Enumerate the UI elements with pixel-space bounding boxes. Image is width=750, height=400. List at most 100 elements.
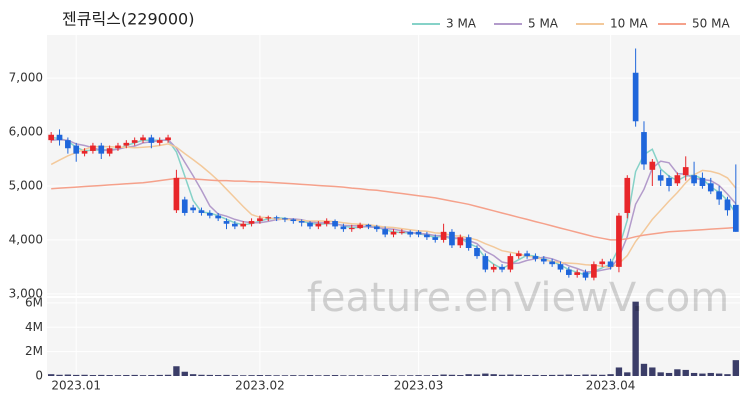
volume-bar (123, 375, 130, 376)
volume-bar (148, 375, 155, 376)
candle-body (123, 142, 130, 146)
volume-bar (432, 375, 439, 376)
volume-bar (624, 372, 631, 376)
volume-bar (273, 375, 280, 376)
volume-bar (507, 374, 514, 376)
y-tick-label: 4M (25, 320, 43, 334)
candle-body (215, 215, 222, 219)
volume-bar (565, 374, 573, 376)
volume-bar (574, 375, 581, 376)
candle-body (591, 264, 597, 278)
candle-body (173, 177, 180, 211)
candle-body (457, 237, 464, 246)
volume-bar (290, 375, 297, 376)
candle-body (691, 175, 697, 184)
volume-bar (599, 374, 606, 376)
volume-bar (407, 375, 414, 376)
volume-bar (465, 374, 472, 376)
volume-bar (540, 375, 547, 376)
candle-body (248, 221, 255, 224)
volume-bar (340, 375, 347, 376)
volume-bar (515, 374, 522, 376)
candle-body (582, 272, 589, 278)
candle-body (574, 272, 581, 275)
volume-bar (164, 374, 172, 376)
volume-bar (56, 374, 63, 376)
legend-label: 5 MA (528, 17, 559, 31)
legend-label: 10 MA (610, 17, 648, 31)
volume-bar (64, 374, 72, 376)
volume-bar (590, 374, 598, 376)
volume-bar (223, 374, 230, 376)
candle-body (298, 221, 305, 223)
candle-body (390, 231, 397, 235)
candle-body (315, 223, 322, 227)
candle-body (524, 253, 530, 257)
volume-bar (373, 375, 380, 376)
candle-body (307, 222, 313, 227)
candle-body (565, 269, 572, 275)
candle-body (424, 234, 430, 238)
volume-bar (674, 369, 681, 376)
volume-bar (523, 375, 531, 376)
volume-bar (331, 375, 339, 376)
volume-bar (89, 375, 97, 376)
volume-bar (315, 375, 322, 376)
volume-bar (498, 374, 506, 376)
candle-body (257, 218, 263, 222)
candle-body (65, 140, 71, 149)
candle-body (181, 199, 188, 213)
x-tick-label: 2023.04 (586, 379, 636, 393)
volume-bar (440, 374, 447, 376)
candle-body (607, 261, 614, 267)
candle-body (432, 237, 439, 240)
volume-bar (256, 375, 264, 376)
candle-body (290, 219, 297, 222)
legend-label: 50 MA (692, 17, 730, 31)
candle-body (98, 145, 105, 154)
volume-bar (156, 374, 163, 376)
x-tick-label: 2023.03 (394, 379, 444, 393)
candle-body (115, 145, 121, 149)
volume-panel (47, 298, 740, 376)
candle-body (449, 231, 455, 246)
volume-bar (348, 375, 355, 376)
volume-bar (548, 374, 556, 376)
candle-body (716, 191, 722, 200)
volume-bar (189, 374, 197, 376)
y-tick-label: 6,000 (9, 125, 43, 139)
candle-body (674, 175, 681, 184)
volume-bar (214, 375, 222, 376)
candle-body (666, 177, 672, 186)
volume-bar (699, 373, 706, 376)
volume-bar (557, 374, 564, 376)
volume-bar (715, 373, 723, 376)
candle-body (282, 218, 288, 220)
candle-body (240, 223, 247, 227)
y-tick-label: 4,000 (9, 232, 43, 246)
candle-body (499, 266, 505, 270)
y-tick-label: 6M (25, 295, 43, 309)
candle-body (140, 137, 146, 141)
candle-body (81, 150, 88, 154)
volume-bar (732, 360, 739, 376)
candle-body (641, 132, 647, 165)
volume-bar (206, 374, 213, 376)
y-tick-label: 2M (25, 344, 43, 358)
candle-body (131, 140, 138, 143)
candle-body (148, 137, 155, 143)
volume-bar (106, 375, 113, 376)
candle-body (649, 161, 656, 170)
candle-body (348, 228, 355, 230)
candle-body (332, 221, 338, 227)
volume-bar (582, 374, 589, 376)
volume-bar (448, 374, 456, 376)
candle-body (340, 226, 347, 230)
candle-body (206, 212, 213, 216)
volume-bar (649, 367, 656, 376)
x-tick-label: 2023.01 (51, 379, 101, 393)
volume-bar (98, 374, 105, 376)
volume-bar (532, 374, 539, 376)
candle-body (616, 215, 622, 267)
volume-bar (198, 374, 205, 376)
